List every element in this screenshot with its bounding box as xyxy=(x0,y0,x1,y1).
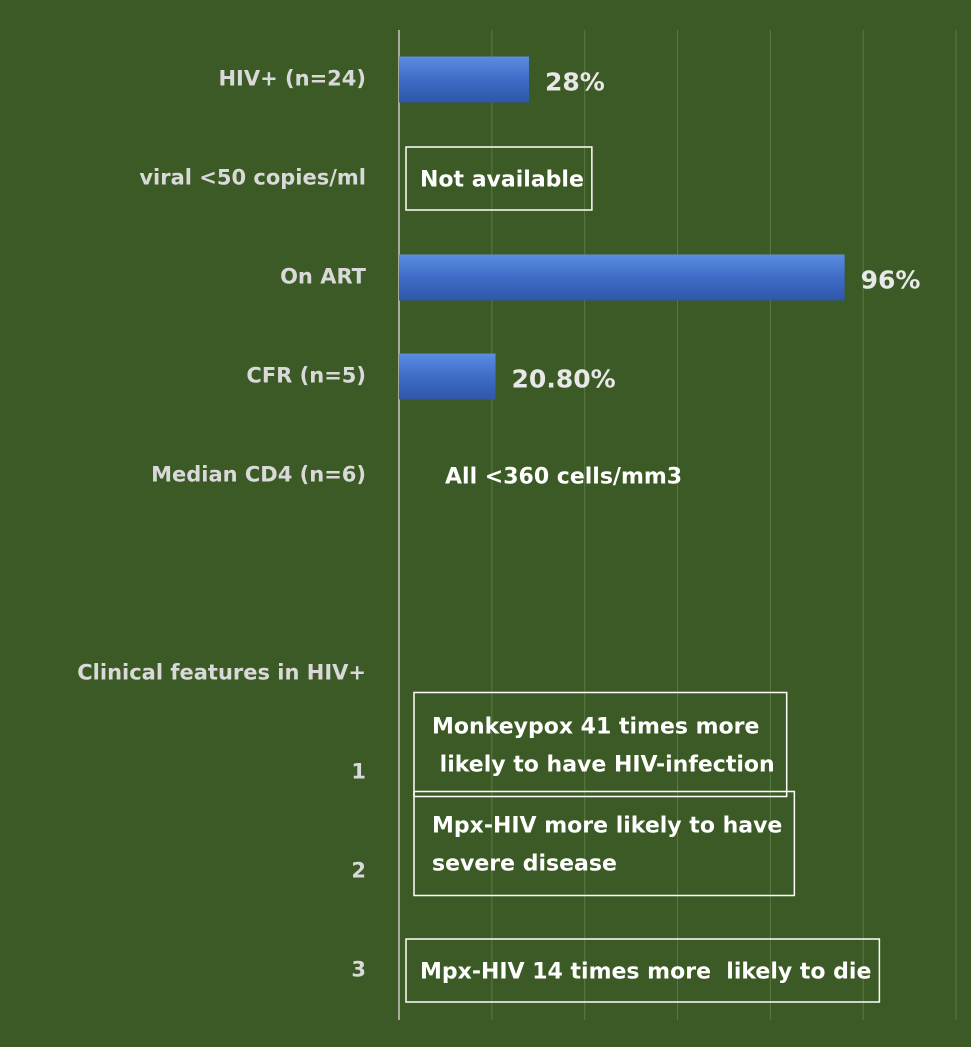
note-text: severe disease xyxy=(432,852,617,877)
note-box xyxy=(405,938,881,1003)
note: Mpx-HIV more likely to have severe diseas… xyxy=(413,790,796,897)
note-text: likely to have HIV-infection xyxy=(432,753,775,778)
note-text: Not available xyxy=(420,168,584,193)
note-box xyxy=(405,146,593,211)
note: All <360 cells/mm3 xyxy=(445,465,682,490)
value-label: 20.80% xyxy=(512,365,616,394)
category-label: 1 xyxy=(351,760,366,784)
bar xyxy=(399,56,529,103)
note: Monkeypox 41 times more likely to have H… xyxy=(413,691,788,798)
note: Not available xyxy=(405,146,593,211)
note-box xyxy=(413,691,788,798)
category-label: Median CD4 (n=6) xyxy=(151,463,366,487)
category-label: CFR (n=5) xyxy=(246,364,366,388)
note-box xyxy=(413,790,796,897)
category-label: 2 xyxy=(351,859,366,883)
category-label: HIV+ (n=24) xyxy=(218,67,366,91)
category-label: Clinical features in HIV+ xyxy=(77,661,366,685)
note: Mpx-HIV 14 times more likely to die xyxy=(405,938,881,1003)
category-label: On ART xyxy=(280,265,367,289)
category-label: viral <50 copies/ml xyxy=(139,166,366,190)
category-label: 3 xyxy=(351,958,366,982)
value-label: 96% xyxy=(861,266,921,295)
value-label: 28% xyxy=(545,68,605,97)
bar xyxy=(399,353,496,400)
note-text: Mpx-HIV 14 times more likely to die xyxy=(420,960,871,985)
note-text: Monkeypox 41 times more xyxy=(432,715,759,740)
note-text: Mpx-HIV more likely to have xyxy=(432,814,782,839)
note-text: All <360 cells/mm3 xyxy=(445,465,682,490)
bar xyxy=(399,254,845,301)
